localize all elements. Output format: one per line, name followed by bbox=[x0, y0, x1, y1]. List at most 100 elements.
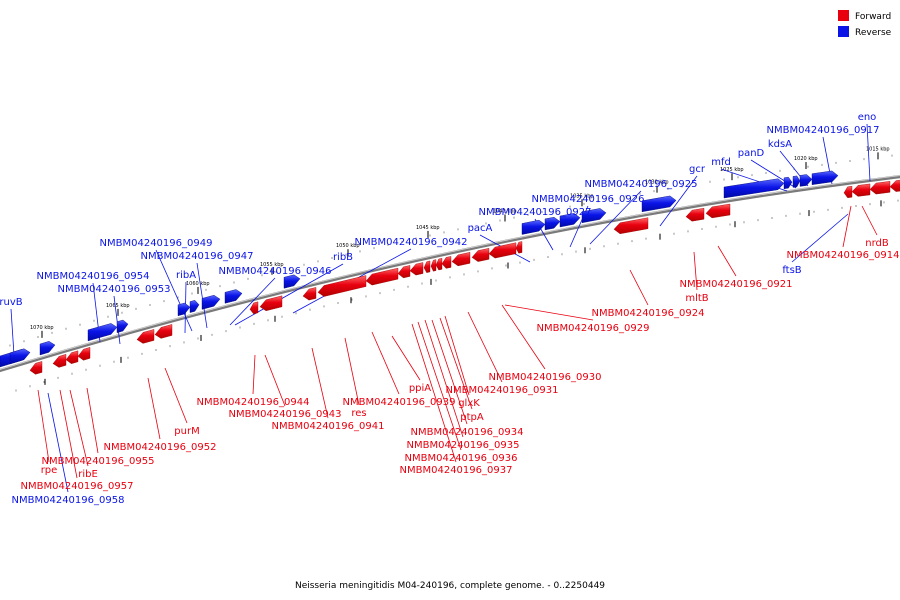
label-leader-line bbox=[444, 315, 470, 396]
forward-gene-arrow bbox=[423, 260, 431, 273]
gene-label: NMBM04240196_0937 bbox=[400, 465, 513, 476]
label-leader-line bbox=[791, 213, 849, 263]
forward-gene-arrow bbox=[259, 295, 283, 312]
reverse-gene-arrow bbox=[723, 178, 785, 199]
gene-label: eno bbox=[858, 112, 877, 123]
label-leader-line bbox=[693, 251, 698, 291]
gene-label: NMBM04240196_0946 bbox=[219, 266, 332, 277]
reverse-gene-arrow bbox=[799, 174, 813, 187]
label-leader-lines bbox=[10, 123, 878, 493]
gene-label: glxK bbox=[458, 398, 480, 409]
reverse-gene-arrow bbox=[189, 300, 200, 313]
tick-label: 1060 kbp bbox=[186, 281, 210, 287]
label-leader-line bbox=[431, 319, 468, 425]
reverse-gene-arrow bbox=[116, 319, 129, 333]
label-leader-line bbox=[59, 389, 78, 479]
label-leader-line bbox=[501, 304, 546, 370]
tick-label: 1030 kbp bbox=[645, 180, 669, 186]
map-caption: Neisseria meningitidis M04-240196, compl… bbox=[295, 581, 605, 591]
forward-gene-arrow bbox=[705, 203, 731, 219]
gene-label: NMBM04240196_0949 bbox=[100, 238, 213, 249]
reverse-gene-arrow bbox=[792, 175, 801, 188]
genome-backbone bbox=[0, 175, 900, 373]
label-leader-line bbox=[86, 387, 99, 454]
reverse-gene-arrow bbox=[224, 289, 243, 304]
tick-label: 1070 kbp bbox=[30, 325, 54, 331]
gene-label: NMBM04240196_0926 bbox=[532, 194, 645, 205]
legend: Forward Reverse bbox=[838, 10, 892, 38]
forward-gene-arrow bbox=[451, 252, 471, 267]
gene-label: ribA bbox=[176, 270, 196, 281]
label-leader-line bbox=[391, 335, 421, 381]
label-leader-line bbox=[311, 347, 329, 419]
tick-label: 1020 kbp bbox=[794, 156, 818, 162]
label-leader-line bbox=[234, 263, 344, 326]
gene-label: panD bbox=[738, 148, 765, 159]
tick-label: 1025 kbp bbox=[720, 167, 744, 173]
forward-gene-arrow bbox=[869, 181, 891, 195]
reverse-gene-arrow bbox=[283, 274, 301, 289]
label-leader-line bbox=[47, 392, 69, 493]
gene-label: ribB bbox=[333, 252, 353, 263]
genome-backbone-highlight bbox=[0, 175, 900, 370]
forward-gene-arrow bbox=[397, 265, 411, 279]
forward-gene-arrow bbox=[515, 241, 523, 254]
forward-gene-arrow bbox=[302, 287, 317, 301]
forward-gene-arrow bbox=[471, 248, 490, 262]
gene-label: NMBM04240196_0917 bbox=[767, 125, 880, 136]
tick-label: 1035 kbp bbox=[570, 193, 594, 199]
label-leader-line bbox=[147, 377, 161, 440]
label-leader-line bbox=[196, 262, 208, 329]
label-leader-line bbox=[659, 175, 698, 227]
tick-label: 1050 kbp bbox=[336, 243, 360, 249]
reverse-gene-arrow bbox=[201, 294, 221, 310]
gene-label: nrdB bbox=[865, 238, 889, 249]
gene-label: ruvB bbox=[0, 297, 23, 308]
label-leader-line bbox=[164, 367, 188, 424]
tick-label: 1065 kbp bbox=[106, 303, 130, 309]
label-leader-line bbox=[37, 389, 50, 463]
label-leader-line bbox=[264, 354, 286, 407]
gene-label: NMBM04240196_0935 bbox=[407, 440, 520, 451]
gene-label: mltB bbox=[685, 293, 708, 304]
gene-label: NMBM04240196_0939 bbox=[343, 397, 456, 408]
gene-label: NMBM04240196_0957 bbox=[21, 481, 134, 492]
gene-label: pacA bbox=[468, 223, 493, 234]
label-leader-line bbox=[229, 277, 276, 326]
gene-label: kdsA bbox=[768, 139, 792, 150]
forward-gene-arrow bbox=[154, 324, 173, 339]
tick-marks: 1015 kbp 1020 kbp 1025 kbp 1030 kbp 1035 kbp… bbox=[9, 146, 899, 392]
gene-label: mfd bbox=[711, 157, 731, 168]
reverse-gene-arrow bbox=[641, 195, 677, 213]
gene-label: ribE bbox=[78, 469, 98, 480]
forward-gene-arrow bbox=[435, 258, 443, 271]
label-leader-line bbox=[629, 269, 649, 306]
forward-gene-arrow bbox=[441, 256, 452, 269]
label-leader-line bbox=[69, 389, 89, 467]
label-leader-line bbox=[155, 249, 193, 332]
gene-label: NMBM04240196_0944 bbox=[197, 397, 310, 408]
label-leader-line bbox=[10, 308, 15, 356]
forward-gene-arrow bbox=[889, 179, 900, 192]
reverse-gene-arrow bbox=[581, 208, 607, 224]
gene-label: NMBM04240196_0954 bbox=[37, 271, 150, 282]
reverse-gene-arrow bbox=[177, 302, 191, 317]
gene-arrows bbox=[0, 170, 900, 375]
gene-label: NMBM04240196_0953 bbox=[58, 284, 171, 295]
label-leader-line bbox=[252, 354, 256, 395]
gene-label: NMBM04240196_0936 bbox=[405, 453, 518, 464]
forward-gene-arrow bbox=[613, 217, 649, 235]
gene-label: NMBM04240196_0958 bbox=[12, 495, 125, 506]
gene-label: ftsB bbox=[782, 265, 801, 276]
gene-label: rpe bbox=[41, 465, 58, 476]
forward-gene-arrow bbox=[365, 267, 399, 286]
gene-label: gcr bbox=[689, 164, 706, 175]
gene-label: NMBM04240196_0941 bbox=[272, 421, 385, 432]
label-leader-line bbox=[439, 317, 473, 410]
gene-label: NMBM04240196_0925 bbox=[585, 179, 698, 190]
gene-label: NMBM04240196_0942 bbox=[355, 237, 468, 248]
forward-gene-arrow bbox=[77, 347, 91, 361]
gene-label: NMBM04240196_0947 bbox=[141, 251, 254, 262]
